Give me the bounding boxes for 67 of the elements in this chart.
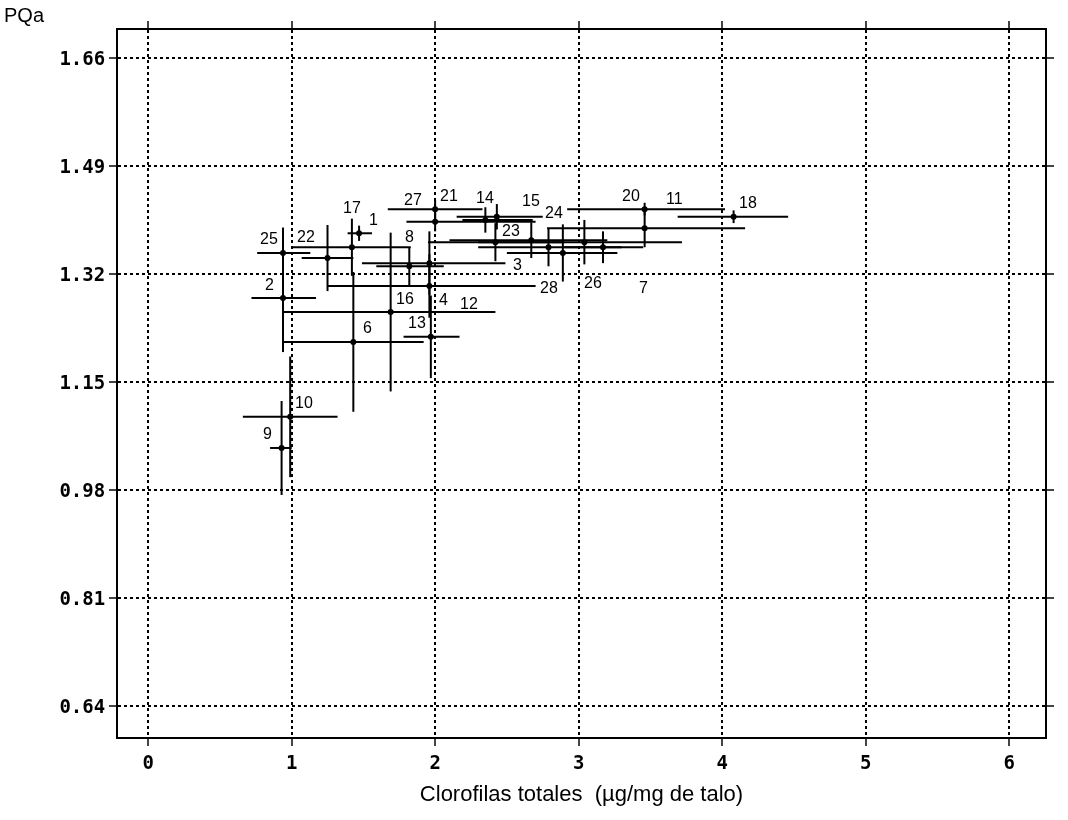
point [356,230,363,237]
point [280,295,287,302]
x-tick-label: 6 [1003,750,1015,773]
annotation: 26 [584,274,602,291]
y-tick-label: 1.32 [59,262,106,285]
point [600,244,607,251]
point [280,249,287,256]
annotation: 17 [343,199,361,216]
point [426,260,433,267]
point [406,263,413,270]
point [348,244,355,251]
point [432,218,439,225]
point [492,239,499,246]
annotation: 21 [440,187,458,204]
point [641,225,648,232]
y-tick-label: 0.64 [59,694,106,717]
point [545,244,552,251]
y-axis-title: PQa [4,4,45,26]
x-tick-label: 4 [716,750,728,773]
annotation: 25 [260,230,278,247]
annotation: 7 [639,279,648,296]
point [278,444,285,451]
x-tick-label: 0 [142,750,154,773]
point [432,206,439,213]
annotation: 11 [666,190,683,207]
annotation: 4 [439,291,448,308]
annotation: 20 [622,187,640,204]
point [387,309,394,316]
annotation: 27 [404,191,422,208]
annotation: 9 [263,425,272,442]
annotation: 1 [369,211,378,228]
annotation: 24 [545,204,563,221]
point [426,282,433,289]
x-axis-title: Clorofilas totales (µg/mg de talo) [419,781,744,807]
point [641,206,648,213]
point [493,213,500,220]
annotation: 23 [502,222,520,239]
annotation: 2 [265,276,274,293]
point [324,255,331,262]
annotation: 3 [513,256,522,273]
annotation: 13 [408,314,426,331]
annotation: 28 [540,279,558,296]
y-tick-label: 0.81 [59,586,106,609]
annotation: 18 [739,194,757,211]
point [482,216,489,223]
annotation: 10 [295,394,313,411]
point [559,249,566,256]
y-tick-label: 1.49 [59,154,106,177]
point [427,333,434,340]
point [730,213,737,220]
annotation: 14 [476,189,494,206]
x-tick-label: 2 [429,750,441,773]
annotation: 12 [460,295,478,312]
point [287,413,294,420]
x-tick-label: 5 [859,750,872,773]
annotation: 15 [522,192,540,209]
annotation: 16 [396,290,414,307]
annotation: 6 [363,319,372,336]
y-tick-label: 1.15 [59,370,106,393]
point [581,239,588,246]
x-tick-label: 1 [285,750,298,773]
point [350,338,357,345]
y-tick-label: 1.66 [59,46,106,69]
annotation: 8 [405,228,414,245]
x-tick-label: 3 [572,750,585,773]
y-tick-label: 0.98 [59,478,106,501]
annotation: 22 [297,228,315,245]
